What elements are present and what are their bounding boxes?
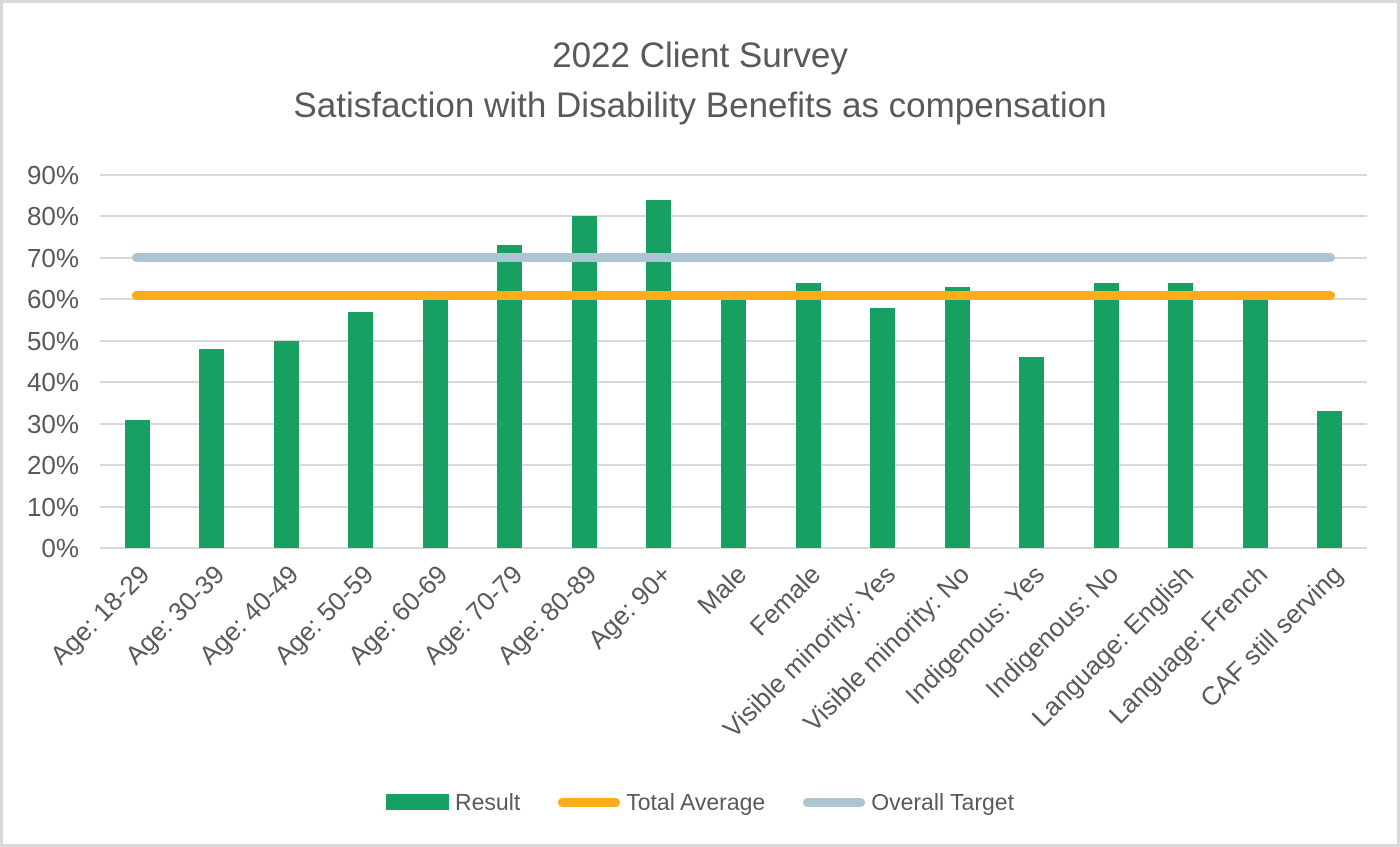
x-axis-label: Female	[743, 559, 827, 642]
y-tick-label: 40%	[26, 367, 79, 398]
result-bar-13	[1019, 357, 1045, 548]
x-axis-label: Age: 60-69	[342, 559, 454, 671]
x-axis-label: Indigenous: No	[979, 559, 1125, 704]
chart-title-line1: 2022 Client Survey	[552, 36, 848, 75]
result-bar-10	[795, 282, 821, 548]
overall-target-swatch-icon	[803, 797, 866, 807]
result-bar-15	[1168, 282, 1194, 548]
chart-title: 2022 Client Survey Satisfaction with Dis…	[3, 31, 1397, 131]
result-bar-16	[1242, 299, 1268, 548]
legend: Result Total Average Overall Target	[3, 786, 1397, 818]
legend-item-total-average: Total Average	[558, 789, 765, 816]
chart-title-line2: Satisfaction with Disability Benefits as…	[293, 86, 1107, 125]
gridline	[100, 174, 1367, 176]
result-bar-8	[646, 199, 672, 548]
result-bar-5	[422, 299, 448, 548]
total-average-line	[132, 290, 1335, 300]
x-axis-label: Visible minority: No	[797, 559, 976, 738]
legend-item-result: Result	[386, 789, 520, 816]
result-swatch-icon	[386, 794, 450, 810]
result-bar-11	[870, 307, 896, 548]
total-average-swatch-icon	[558, 797, 621, 807]
x-axis-label: Language: French	[1102, 559, 1274, 730]
y-tick-label: 20%	[26, 450, 79, 481]
legend-label-result: Result	[455, 788, 521, 815]
y-tick-label: 70%	[26, 242, 79, 273]
y-tick-label: 10%	[26, 491, 79, 522]
legend-label-total-average: Total Average	[626, 788, 766, 815]
gridline	[100, 215, 1367, 218]
x-axis-label: Age: 40-49	[193, 559, 305, 671]
y-tick-label: 30%	[26, 408, 79, 439]
legend-item-overall-target: Overall Target	[803, 789, 1014, 816]
y-tick-label: 90%	[26, 160, 79, 190]
x-axis-label: Age: 18-29	[44, 559, 156, 671]
y-tick-label: 60%	[26, 284, 79, 315]
result-bar-7	[571, 216, 597, 548]
y-tick-label: 0%	[41, 533, 79, 563]
x-axis-label: Age: 70-79	[416, 559, 529, 671]
x-axis-label: Language: English	[1025, 559, 1199, 733]
result-bar-3	[273, 340, 299, 548]
x-axis-label: Age: 30-39	[118, 559, 230, 671]
x-axis-label: Visible minority: Yes	[716, 559, 901, 744]
legend-label-overall-target: Overall Target	[871, 788, 1014, 815]
x-axis-label: Male	[690, 559, 752, 621]
x-axis-label: Age: 80-89	[491, 559, 603, 671]
result-bar-2	[199, 349, 225, 548]
x-axis-label: Indigenous: Yes	[898, 559, 1050, 711]
plot-area	[100, 174, 1367, 549]
result-bar-12	[944, 286, 970, 548]
result-bar-4	[348, 311, 374, 548]
result-bar-17	[1317, 411, 1343, 548]
x-axis-label: Age: 90+	[581, 559, 678, 655]
gridline	[100, 547, 1367, 549]
result-bar-14	[1093, 282, 1119, 548]
x-axis-label: Age: 50-59	[267, 559, 380, 671]
y-tick-label: 80%	[26, 201, 79, 232]
overall-target-line	[132, 253, 1335, 263]
result-bar-9	[721, 291, 746, 548]
y-tick-label: 50%	[26, 325, 79, 356]
x-axis-label: CAF still serving	[1193, 559, 1348, 714]
result-bar-1	[124, 419, 150, 548]
